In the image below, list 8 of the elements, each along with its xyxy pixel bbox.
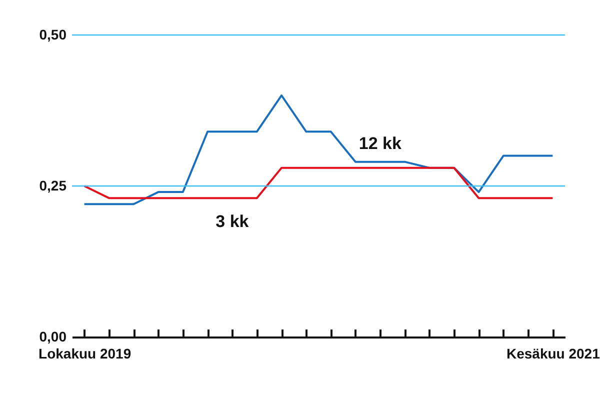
y-tick-label: 0,25 — [39, 178, 67, 194]
x-tick-label: Kesäkuu 2021 — [506, 346, 600, 362]
x-tick-label: Lokakuu 2019 — [38, 346, 132, 362]
y-tick-label: 0,00 — [39, 328, 67, 344]
y-tick-label: 0,50 — [39, 26, 67, 42]
line-series — [83, 94, 554, 206]
series-label: 3 kk — [216, 212, 250, 232]
series-label: 12 kk — [358, 134, 402, 153]
